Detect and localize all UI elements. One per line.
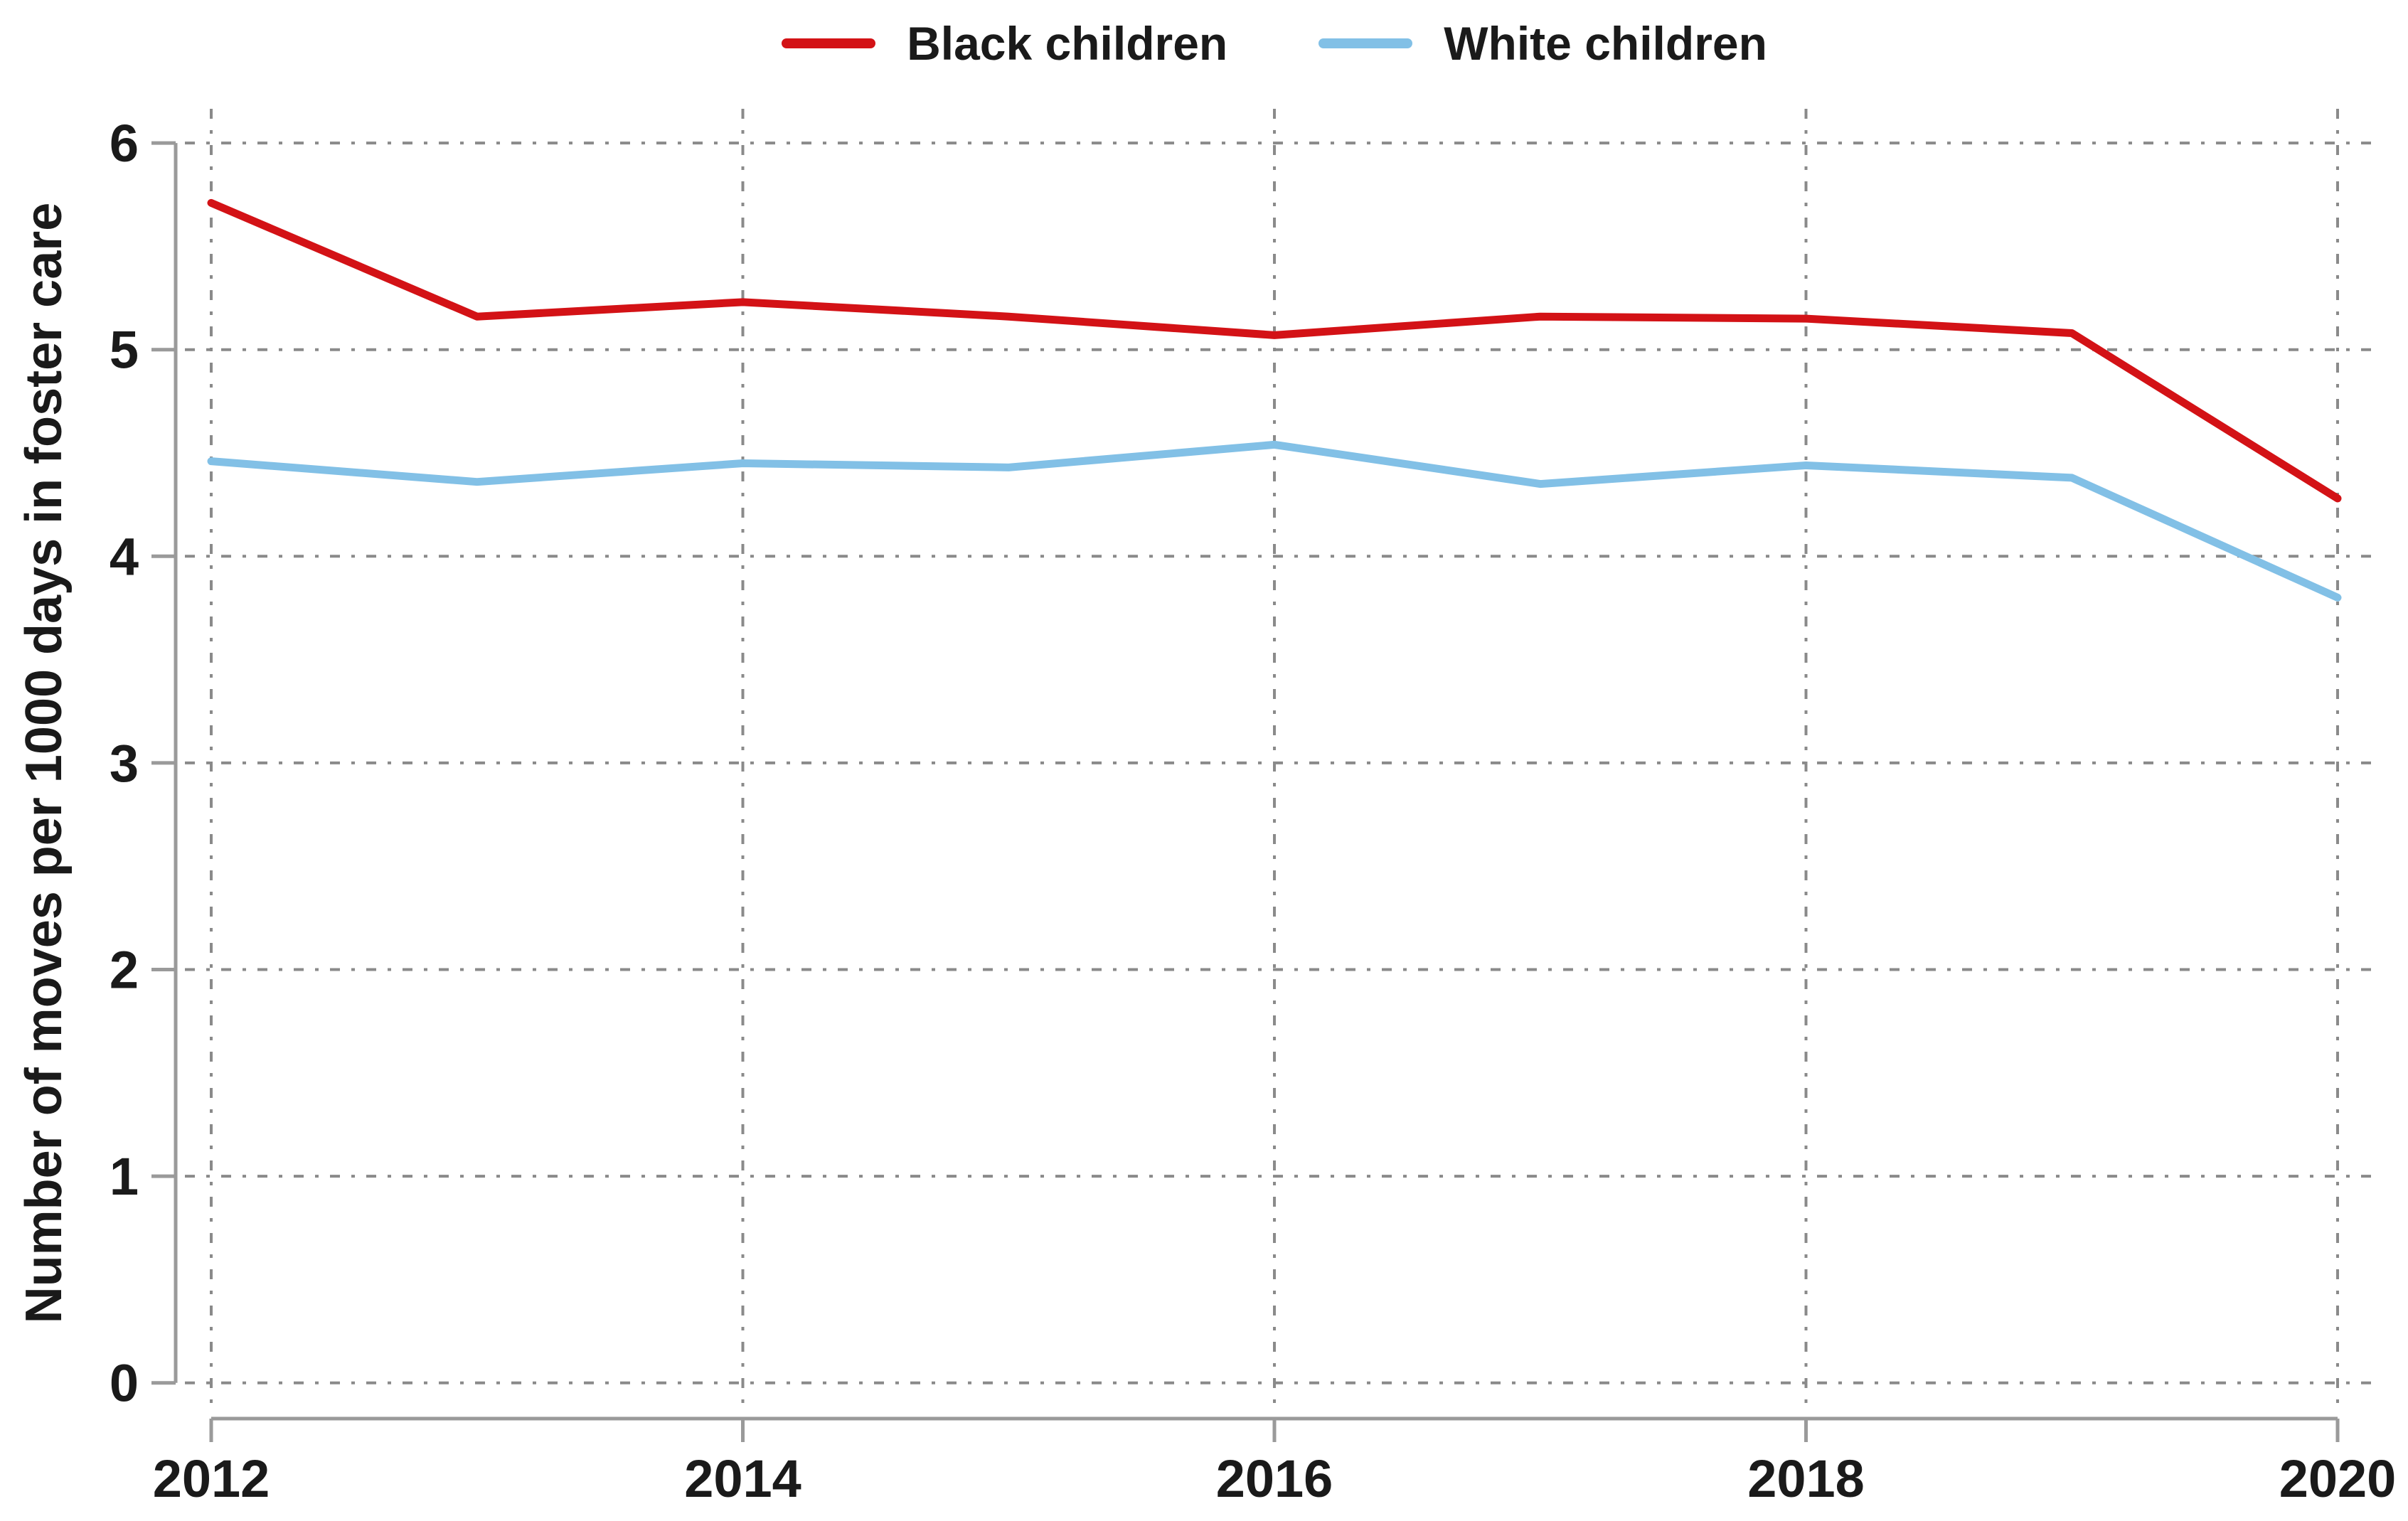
legend-swatch-white-children xyxy=(1318,38,1413,48)
y-tick-label-4: 4 xyxy=(110,527,139,586)
y-tick-label-6: 6 xyxy=(110,114,139,173)
legend-item-white-children: White children xyxy=(1318,20,1767,67)
gridlines xyxy=(185,109,2375,1411)
series-lines xyxy=(207,198,2342,602)
legend-label-white-children: White children xyxy=(1444,17,1767,70)
legend: Black children White children xyxy=(211,11,2338,75)
x-tick-label-2020: 2020 xyxy=(2279,1449,2397,1508)
y-axis-title: Number of moves per 1000 days in foster … xyxy=(16,202,73,1324)
legend-item-black-children: Black children xyxy=(782,20,1227,67)
x-tick-label-2014: 2014 xyxy=(684,1449,801,1508)
y-tick-label-3: 3 xyxy=(110,734,139,793)
y-tick-label-5: 5 xyxy=(110,321,139,380)
legend-label-black-children: Black children xyxy=(907,17,1228,70)
legend-swatch-black-children xyxy=(782,38,876,48)
y-tick-label-2: 2 xyxy=(110,941,139,1000)
tick-labels: 0 1 2 3 4 5 6 2012 2014 2016 2018 2020 xyxy=(110,114,2396,1508)
x-tick-label-2018: 2018 xyxy=(1747,1449,1865,1508)
x-tick-label-2016: 2016 xyxy=(1216,1449,1333,1508)
x-tick-label-2012: 2012 xyxy=(153,1449,270,1508)
y-tick-label-0: 0 xyxy=(110,1354,139,1413)
y-tick-label-1: 1 xyxy=(110,1147,139,1206)
series-line-black-children xyxy=(207,198,2342,503)
axes xyxy=(151,141,2340,1442)
series-line-white-children xyxy=(207,440,2342,602)
